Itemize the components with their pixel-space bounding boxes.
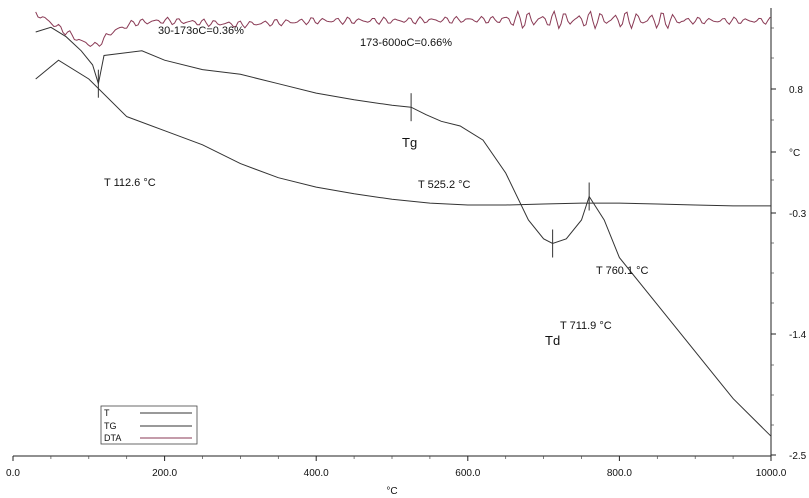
marker-label-711: T 711.9 °C <box>560 320 612 332</box>
x-axis-ticks: 0.0 200.0 400.0 600.0 800.0 1000.0 <box>6 456 787 479</box>
series-line-dta <box>35 9 771 48</box>
x-tick-label: 1000.0 <box>756 468 787 479</box>
x-axis-label: °C <box>386 486 397 497</box>
right-axis-ticks: 0.8 °C -0.3 -1.4 -2.5 <box>771 27 807 462</box>
series-line-tg <box>35 59 771 207</box>
right-tick-label: -0.3 <box>789 209 807 220</box>
marker-layer <box>97 69 590 258</box>
td-annotation: Td <box>545 333 560 348</box>
series-line-t <box>35 26 772 437</box>
x-tick-label: 200.0 <box>152 468 177 479</box>
legend-label-tg: TG <box>104 421 117 431</box>
marker-label-525: T 525.2 °C <box>418 179 471 191</box>
mass-loss-annotation-1: 30-173oC=0.36% <box>158 25 244 37</box>
x-tick-label: 400.0 <box>304 468 329 479</box>
legend-label-dta: DTA <box>104 433 121 443</box>
right-tick-label: -1.4 <box>789 330 807 341</box>
right-tick-label: °C <box>789 148 800 159</box>
legend: T TG DTA <box>100 405 198 445</box>
right-tick-label: -2.5 <box>789 451 807 462</box>
x-tick-label: 600.0 <box>455 468 480 479</box>
x-tick-label: 0.0 <box>6 468 20 479</box>
marker-label-112: T 112.6 °C <box>104 177 156 189</box>
marker-label-760: T 760.1 °C <box>596 265 649 277</box>
right-tick-label: 0.8 <box>789 85 803 96</box>
tg-annotation: Tg <box>402 135 417 150</box>
legend-label-t: T <box>104 408 110 418</box>
series-layer <box>35 9 772 437</box>
mass-loss-annotation-2: 173-600oC=0.66% <box>360 37 452 49</box>
x-tick-label: 800.0 <box>607 468 632 479</box>
